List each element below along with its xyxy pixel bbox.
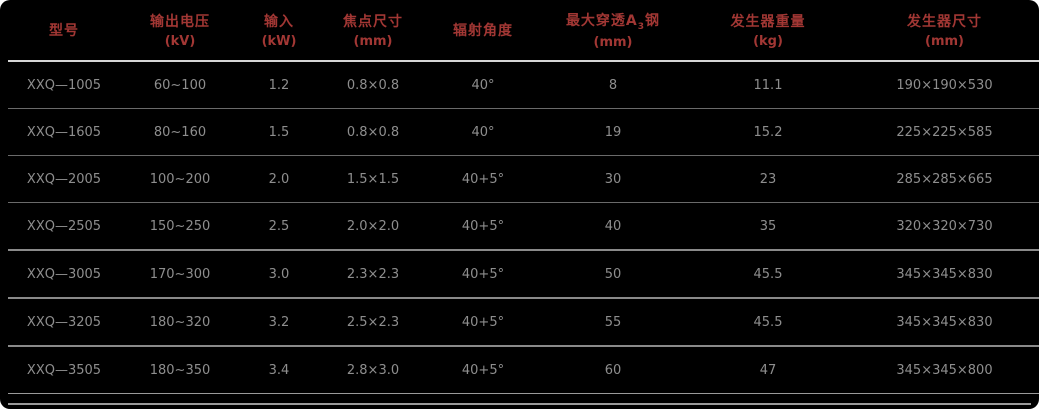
spec-cell: 1.5×1.5 [318, 155, 428, 203]
spec-cell: 23 [688, 155, 848, 203]
spec-cell: 225×225×585 [848, 108, 1039, 156]
spec-cell: 8 [538, 61, 688, 109]
spec-cell: 45.5 [688, 298, 848, 347]
column-header-label: 最大穿透A3钢 [565, 13, 661, 32]
spec-cell: 15.2 [688, 108, 848, 156]
column-header-output-voltage: 输出电压 (kV) [120, 0, 240, 62]
table-row: XXQ—3505 180~350 3.4 2.8×3.0 40+5° 60 47 345×34… [8, 346, 1039, 394]
spec-cell: 60~100 [120, 61, 240, 109]
spec-cell: 35 [688, 202, 848, 251]
spec-cell: 2.0×2.0 [318, 202, 428, 251]
column-header-label: 型号 [49, 23, 79, 39]
xray-generator-spec-table: 型号 输出电压 (kV) 输入 (kW) 焦点尺寸 (mm) 辐射角度 最大穿透A3钢 (mm) 发… [8, 0, 1039, 394]
spec-cell: 60 [538, 346, 688, 394]
spec-cell: 345×345×830 [848, 250, 1039, 299]
table-row: XXQ—1005 60~100 1.2 0.8×0.8 40° 8 11.1 190×190×… [8, 61, 1039, 109]
spec-cell: 170~300 [120, 250, 240, 299]
spec-cell: 40° [428, 61, 538, 109]
spec-cell: 100~200 [120, 155, 240, 203]
column-header-unit: (mm) [925, 34, 964, 49]
spec-cell: 2.5 [240, 202, 318, 251]
column-header-radiation-angle: 辐射角度 [428, 0, 538, 62]
column-header-subscript: 3 [637, 21, 646, 32]
spec-cell: 190×190×530 [848, 61, 1039, 109]
spec-cell: 1.2 [240, 61, 318, 109]
column-header-label: 发生器尺寸 [907, 14, 982, 30]
model-cell: XXQ—3005 [8, 250, 120, 299]
spec-cell: 1.5 [240, 108, 318, 156]
spec-cell: 150~250 [120, 202, 240, 251]
model-cell: XXQ—1605 [8, 108, 120, 156]
column-header-unit: (kW) [261, 34, 297, 49]
spec-cell: 2.3×2.3 [318, 250, 428, 299]
spec-cell: 180~350 [120, 346, 240, 394]
spec-cell: 40+5° [428, 155, 538, 203]
column-header-label: 输入 [264, 14, 294, 30]
table-header-row: 型号 输出电压 (kV) 输入 (kW) 焦点尺寸 (mm) 辐射角度 最大穿透A3钢 (mm) 发… [8, 0, 1039, 62]
spec-cell: 80~160 [120, 108, 240, 156]
column-header-generator-size: 发生器尺寸 (mm) [848, 0, 1039, 62]
table-row: XXQ—3005 170~300 3.0 2.3×2.3 40+5° 50 45.5 345×… [8, 250, 1039, 299]
column-header-input-power: 输入 (kW) [240, 0, 318, 62]
spec-cell: 45.5 [688, 250, 848, 299]
spec-cell: 2.8×3.0 [318, 346, 428, 394]
column-header-label: 焦点尺寸 [343, 14, 403, 30]
spec-cell: 40+5° [428, 346, 538, 394]
table-row: XXQ—2505 150~250 2.5 2.0×2.0 40+5° 40 35 320×32… [8, 202, 1039, 251]
table-row: XXQ—2005 100~200 2.0 1.5×1.5 40+5° 30 23 285×28… [8, 155, 1039, 203]
spec-cell: 2.5×2.3 [318, 298, 428, 347]
spec-cell: 19 [538, 108, 688, 156]
table-row: XXQ—1605 80~160 1.5 0.8×0.8 40° 19 15.2 225×225… [8, 108, 1039, 156]
spec-cell: 345×345×800 [848, 346, 1039, 394]
spec-cell: 2.0 [240, 155, 318, 203]
column-header-unit: (kV) [164, 34, 196, 49]
table-bottom-rule [8, 403, 1031, 405]
spec-cell: 40+5° [428, 298, 538, 347]
spec-cell: 30 [538, 155, 688, 203]
column-header-label: 发生器重量 [730, 14, 806, 30]
table-body: XXQ—1005 60~100 1.2 0.8×0.8 40° 8 11.1 190×190×… [8, 61, 1039, 394]
spec-cell: 40+5° [428, 250, 538, 299]
spec-cell: 3.2 [240, 298, 318, 347]
model-cell: XXQ—3205 [8, 298, 120, 347]
spec-cell: 47 [688, 346, 848, 394]
model-cell: XXQ—2005 [8, 155, 120, 203]
spec-cell: 40+5° [428, 202, 538, 251]
column-header-label: 输出电压 [150, 14, 210, 30]
column-header-generator-weight: 发生器重量 (kg) [688, 0, 848, 62]
model-cell: XXQ—1005 [8, 61, 120, 109]
model-cell: XXQ—2505 [8, 202, 120, 251]
spec-cell: 180~320 [120, 298, 240, 347]
column-header-label: 辐射角度 [453, 23, 513, 39]
column-header-unit: (mm) [353, 34, 393, 49]
column-header-model: 型号 [8, 0, 120, 62]
spec-cell: 50 [538, 250, 688, 299]
column-header-focal-spot-size: 焦点尺寸 (mm) [318, 0, 428, 62]
spec-cell: 3.0 [240, 250, 318, 299]
spec-cell: 40 [538, 202, 688, 251]
spec-cell: 0.8×0.8 [318, 108, 428, 156]
spec-cell: 40° [428, 108, 538, 156]
spec-cell: 11.1 [688, 61, 848, 109]
spec-cell: 285×285×665 [848, 155, 1039, 203]
table-header: 型号 输出电压 (kV) 输入 (kW) 焦点尺寸 (mm) 辐射角度 最大穿透A3钢 (mm) 发… [8, 0, 1039, 62]
column-header-unit: (kg) [753, 34, 783, 49]
column-header-unit: (mm) [593, 34, 633, 50]
table-row: XXQ—3205 180~320 3.2 2.5×2.3 40+5° 55 45.5 345×… [8, 298, 1039, 347]
spec-cell: 55 [538, 298, 688, 347]
column-header-max-penetration: 最大穿透A3钢 (mm) [538, 0, 688, 62]
spec-cell: 320×320×730 [848, 202, 1039, 251]
spec-cell: 345×345×830 [848, 298, 1039, 347]
spec-cell: 0.8×0.8 [318, 61, 428, 109]
spec-cell: 3.4 [240, 346, 318, 394]
model-cell: XXQ—3505 [8, 346, 120, 394]
